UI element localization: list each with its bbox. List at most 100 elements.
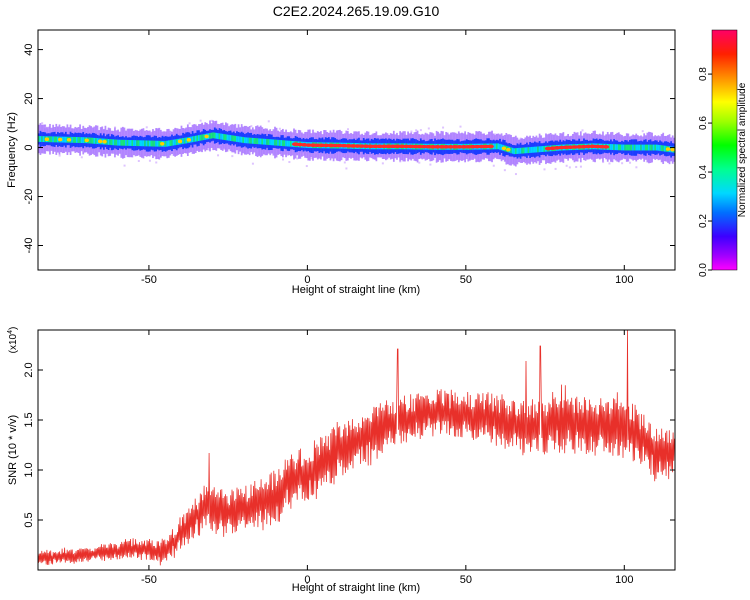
spectral-core (514, 148, 517, 155)
colorbar: 0.0 0.2 0.4 0.6 0.8 Normalized spectral ampl… (698, 29, 748, 277)
spectral-speckle (188, 122, 191, 125)
spectral-core (226, 134, 229, 141)
spectral-core (39, 136, 42, 142)
spectral-speckle (261, 128, 264, 131)
spectral-core (495, 143, 498, 150)
spectral-core (660, 145, 663, 152)
spectral-core (217, 133, 219, 139)
spectral-speckle (145, 126, 148, 129)
spectral-speckle (58, 154, 61, 157)
spectral-speckle (293, 134, 296, 137)
spectral-core (532, 146, 535, 153)
spectral-speckle (80, 156, 83, 159)
spectral-speckle (543, 168, 546, 171)
spectral-core (272, 139, 275, 146)
spectral-core (640, 144, 642, 151)
spectral-speckle (286, 154, 289, 157)
colorbar-gradient (711, 29, 738, 271)
spectral-speckle (288, 161, 291, 164)
spectral-core (239, 136, 241, 143)
spectrogram-y-axis-label: Frequency (Hz) (6, 112, 18, 188)
spectral-speckle (44, 126, 47, 129)
spectral-core (274, 139, 276, 146)
spectral-speckle (150, 131, 153, 134)
spectral-peak (670, 147, 675, 152)
spectral-core (140, 140, 143, 147)
spectral-core (42, 136, 45, 143)
spectral-core (213, 132, 216, 139)
spectral-core (38, 136, 40, 142)
spectral-peak (57, 137, 63, 142)
spectral-speckle (169, 131, 172, 134)
spectral-speckle (419, 129, 422, 132)
spectral-speckle (567, 137, 570, 140)
spectral-peak (160, 142, 165, 146)
spectral-core (166, 140, 169, 147)
spectral-core (632, 144, 634, 151)
spectral-core (499, 143, 501, 150)
spectral-core (232, 135, 235, 142)
spectral-speckle (492, 164, 495, 167)
spectral-core (540, 146, 543, 153)
spectral-core (500, 144, 503, 151)
spectral-speckle (494, 133, 497, 136)
spectral-core (61, 136, 64, 143)
spectral-speckle (429, 163, 432, 166)
spectral-core (288, 140, 291, 147)
y-tick-label: 1.0 (23, 462, 35, 477)
spectral-speckle (345, 167, 348, 170)
spectral-core (510, 147, 512, 154)
spectral-core (120, 139, 123, 146)
spectral-core (659, 145, 661, 151)
spectral-core (662, 145, 665, 152)
spectral-core (88, 137, 91, 144)
spectral-speckle (346, 128, 349, 131)
spectral-core (231, 135, 234, 142)
spectral-core (107, 138, 110, 145)
spectral-core (648, 144, 650, 151)
spectral-core (530, 146, 533, 153)
x-tick-label: 50 (460, 274, 472, 286)
spectral-core (234, 135, 237, 142)
spectral-core (267, 139, 270, 145)
spectral-core (91, 137, 94, 144)
y-tick-label: 1.5 (23, 412, 35, 427)
spectral-core (126, 139, 129, 146)
snr-y-axis-label: SNR (10 * v/v) (7, 415, 19, 485)
spectral-core (513, 148, 516, 155)
spectral-core (72, 136, 75, 143)
spectral-core (278, 139, 281, 146)
svg-text:(x104): (x104) (7, 327, 19, 354)
spectral-core (49, 136, 51, 143)
snr-scale-factor: (x104) (7, 327, 19, 354)
spectral-speckle (576, 155, 579, 158)
spectral-peak (84, 138, 90, 143)
spectral-core (283, 140, 286, 147)
spectral-speckle (554, 167, 557, 170)
spectral-core (80, 137, 83, 144)
spectral-speckle (305, 165, 308, 168)
x-tick-label: 0 (304, 574, 310, 586)
spectral-core (541, 146, 544, 152)
spectral-core (250, 137, 253, 144)
spectral-core (611, 144, 614, 150)
spectral-speckle (210, 119, 213, 122)
spectral-core (245, 137, 248, 144)
spectral-speckle (514, 173, 517, 176)
spectral-speckle (399, 160, 402, 163)
spectral-core (617, 144, 620, 151)
spectral-core (286, 140, 289, 147)
y-tick-label: 40 (23, 43, 35, 55)
spectral-speckle (213, 121, 216, 124)
spectral-core (164, 140, 167, 147)
spectral-core (652, 144, 655, 151)
spectral-core (649, 144, 652, 151)
colorbar-tick-label: 0.0 (698, 263, 709, 277)
spectral-speckle (148, 159, 151, 162)
spectral-speckle (381, 162, 384, 165)
spectral-core (131, 140, 134, 146)
spectral-core (93, 137, 96, 144)
spectral-core (182, 138, 184, 144)
spectral-speckle (267, 120, 270, 123)
